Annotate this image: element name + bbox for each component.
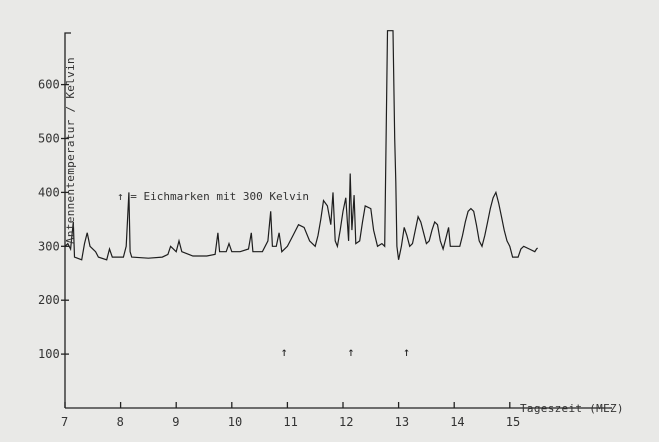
x-tick-label: 13 — [395, 415, 409, 429]
calibration-mark: ↑ — [281, 345, 288, 359]
calibration-mark: ↑ — [403, 345, 410, 359]
y-axis-title: Antennentemperatur / Kelvin — [64, 57, 77, 244]
y-axis-line — [64, 32, 71, 408]
x-tick-label: 11 — [283, 415, 297, 429]
x-tick-label: 14 — [450, 415, 464, 429]
y-tick-label: 200 — [38, 293, 60, 307]
x-tick-label: 7 — [61, 415, 68, 429]
series-layer — [64, 30, 539, 261]
y-tick-label: 300 — [38, 239, 60, 253]
y-tick-label: 500 — [38, 132, 60, 146]
x-tick-label: 12 — [339, 415, 353, 429]
x-tick-label: 9 — [172, 415, 179, 429]
series-line-0 — [64, 30, 539, 261]
y-tick-label: 400 — [38, 185, 60, 199]
x-tick-label: 8 — [117, 415, 124, 429]
x-tick-label: 10 — [228, 415, 242, 429]
calibration-mark: ↑ — [347, 345, 354, 359]
x-axis-title: Tageszeit (MEZ) — [520, 402, 624, 415]
x-tick-label: 15 — [506, 415, 520, 429]
y-axis: 100 200 300 400 500 600 — [38, 32, 71, 408]
x-axis: 7 8 9 10 11 12 13 14 15 — [61, 402, 612, 429]
legend-text: ↑ = Eichmarken mit 300 Kelvin — [117, 190, 309, 203]
y-tick-label: 100 — [38, 347, 60, 361]
calibration-marks: ↑ ↑ ↑ — [281, 345, 411, 359]
y-tick-label: 600 — [38, 78, 60, 92]
